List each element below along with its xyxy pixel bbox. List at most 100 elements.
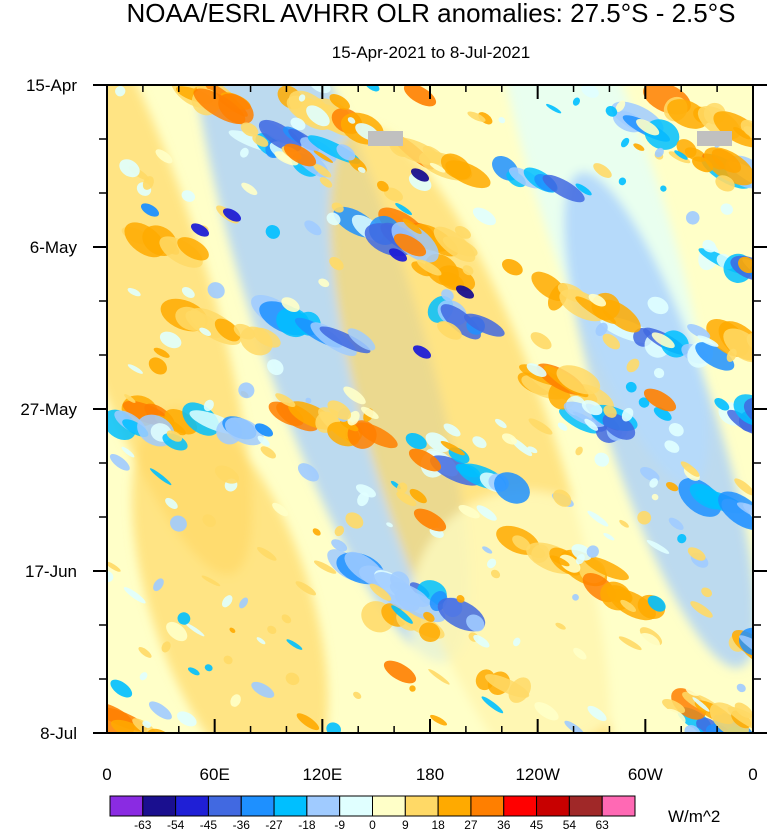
chart-title: NOAA/ESRL AVHRR OLR anomalies: 27.5°S - … — [127, 0, 736, 28]
colorbar-tick-label: 18 — [431, 818, 445, 832]
anomaly-patch — [723, 328, 753, 363]
anomaly-patch — [692, 156, 714, 173]
colorbar-tick-label: -63 — [134, 818, 152, 832]
colorbar-units: W/m^2 — [668, 807, 720, 826]
anomaly-patch — [222, 208, 242, 222]
anomaly-patch — [286, 639, 303, 650]
colorbar-swatch — [404, 795, 439, 817]
anomaly-patch — [115, 85, 126, 97]
anomaly-patch — [646, 539, 670, 554]
anomaly-patch — [319, 177, 333, 188]
anomaly-patch — [176, 711, 197, 727]
anomaly-patch — [393, 233, 427, 257]
anomaly-patch — [663, 708, 686, 726]
anomaly-patch — [668, 151, 691, 164]
anomaly-patch — [413, 508, 447, 532]
anomaly-patch — [402, 218, 422, 234]
anomaly-patch — [267, 359, 284, 376]
anomaly-patch — [530, 332, 552, 350]
anomaly-patch — [647, 296, 669, 315]
anomaly-patch — [739, 627, 753, 656]
anomaly-patch — [296, 713, 320, 731]
colorbar-swatch — [339, 795, 373, 817]
anomaly-patch — [425, 432, 451, 453]
anomaly-patch — [572, 593, 579, 601]
anomaly-patch — [202, 514, 216, 528]
anomaly-patch — [409, 488, 427, 504]
anomaly-patch — [581, 85, 599, 98]
anomaly-patch — [331, 202, 344, 213]
anomaly-patch — [621, 407, 634, 422]
x-tick-label: 60E — [200, 765, 230, 784]
anomaly-patch — [319, 326, 371, 354]
anomaly-patch — [651, 332, 675, 349]
anomaly-patch — [304, 220, 322, 236]
anomaly-patch — [223, 655, 233, 665]
anomaly-patch — [587, 705, 607, 722]
anomaly-patch — [256, 637, 266, 645]
colorbar-swatch — [273, 795, 308, 817]
anomaly-patch — [697, 335, 719, 347]
anomaly-patch — [472, 207, 496, 226]
x-tick-label: 120W — [515, 765, 559, 784]
anomaly-patch — [653, 406, 672, 421]
anomaly-patch — [625, 381, 637, 393]
anomaly-patch — [556, 365, 601, 395]
anomaly-patch — [701, 587, 712, 598]
anomaly-patch — [454, 226, 471, 239]
anomaly-patch — [295, 581, 317, 596]
anomaly-patch — [546, 103, 562, 114]
anomaly-patch — [357, 166, 366, 173]
anomaly-patch — [159, 331, 182, 349]
anomaly-patch — [692, 697, 710, 712]
anomaly-patch — [159, 236, 203, 268]
anomaly-patch — [508, 677, 531, 703]
anomaly-patch — [166, 430, 183, 442]
anomaly-patch — [559, 554, 581, 573]
anomaly-patch — [203, 399, 214, 412]
anomaly-patch — [653, 368, 665, 379]
anomaly-patch — [165, 497, 178, 510]
colorbar-swatch — [240, 795, 275, 817]
anomaly-patch — [581, 400, 603, 416]
colorbar-tick-label: 54 — [563, 818, 577, 832]
anomaly-patch — [110, 719, 155, 733]
missing-data-patch — [697, 131, 732, 146]
anomaly-patch — [495, 418, 507, 429]
anomaly-patch — [313, 150, 334, 163]
anomaly-patch — [662, 699, 686, 714]
anomaly-patch — [718, 491, 753, 531]
anomaly-patch — [140, 203, 160, 217]
anomaly-patch — [124, 394, 136, 403]
anomaly-patch — [687, 324, 711, 339]
anomaly-patch — [572, 97, 581, 106]
anomaly-patch — [502, 259, 523, 276]
x-tick-label: 0 — [102, 765, 111, 784]
anomaly-patch — [405, 432, 427, 450]
anomaly-patch — [664, 440, 680, 453]
anomaly-patch — [411, 261, 433, 277]
anomaly-patch — [442, 236, 478, 257]
anomaly-patch — [751, 161, 774, 209]
anomaly-patch — [575, 446, 583, 456]
colorbar-swatch — [109, 795, 144, 817]
x-tick-label: 180 — [416, 765, 444, 784]
anomaly-patch — [428, 668, 450, 685]
anomaly-patch — [763, 643, 774, 669]
anomaly-patch — [199, 327, 212, 337]
anomaly-patch — [687, 547, 706, 561]
anomaly-patch — [528, 418, 553, 435]
anomaly-patch — [575, 183, 592, 196]
anomaly-patch — [221, 595, 233, 608]
anomaly-patch — [734, 702, 753, 719]
anomaly-patch — [603, 405, 617, 418]
anomaly-patch — [265, 225, 281, 239]
anomaly-patch — [395, 203, 413, 215]
anomaly-patch — [636, 119, 660, 136]
colorbar-swatch — [175, 795, 209, 817]
anomaly-patch — [257, 547, 277, 561]
anomaly-patch — [383, 660, 417, 684]
anomaly-patch — [512, 535, 531, 551]
colorbar-tick-label: 36 — [497, 818, 511, 832]
